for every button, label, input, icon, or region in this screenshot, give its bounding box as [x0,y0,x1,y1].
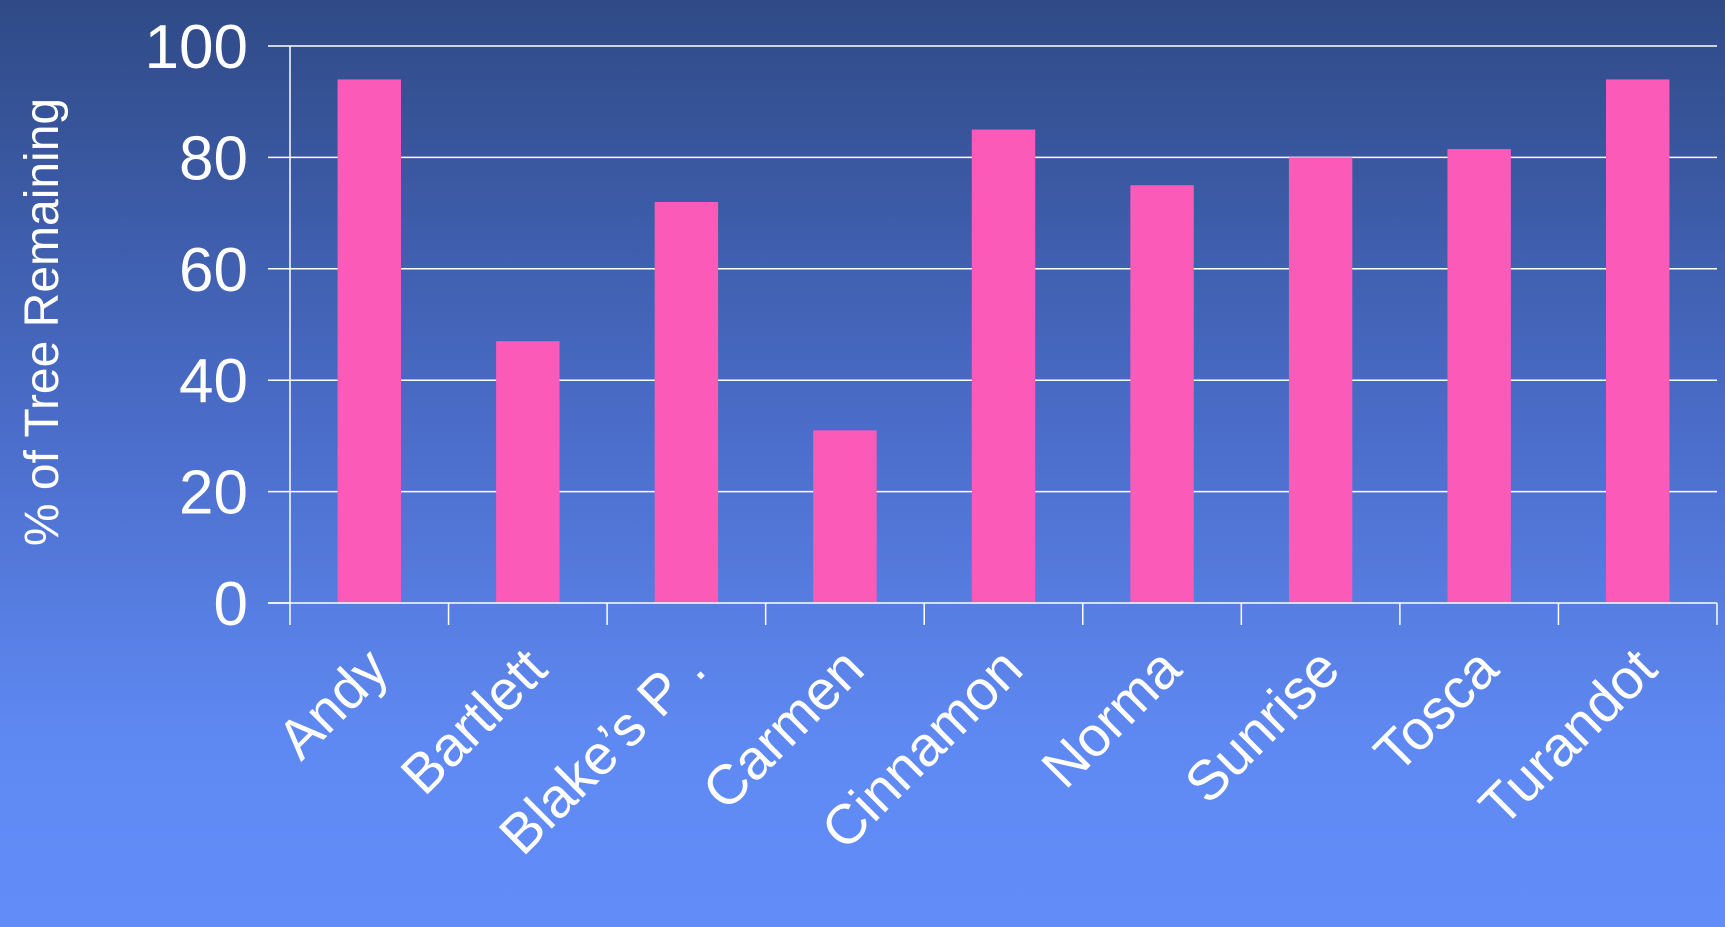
x-tick-label: Sunrise [1172,636,1351,815]
bar-cinnamon [971,129,1036,604]
bar-andy [337,79,401,604]
y-tick-label: 80 [179,124,248,193]
bar-tosca [1447,149,1511,604]
axes [268,45,1718,625]
x-tick-label: Andy [265,636,400,771]
bar-bartlett [496,341,560,603]
y-axis-title: % of Tree Remaining [16,98,69,546]
x-tick-label: Tosca [1362,635,1511,784]
bar-sunrise [1288,157,1353,603]
y-tick-label: 60 [179,236,248,305]
bar-norma [1130,185,1194,603]
bar-turandot [1606,79,1670,604]
bar-carmen [813,430,877,603]
y-tick-label: 40 [179,347,248,416]
y-tick-label: 20 [179,459,248,528]
y-tick-label: 100 [145,13,248,82]
bars [337,79,1670,604]
bar-blake-s-p [654,201,719,603]
y-tick-labels: 0 20 40 60 80 100 [145,13,248,639]
x-tick-label: Turandot [1467,636,1669,838]
y-tick-label: 0 [214,570,248,639]
x-tick-label: Norma [1029,635,1193,799]
